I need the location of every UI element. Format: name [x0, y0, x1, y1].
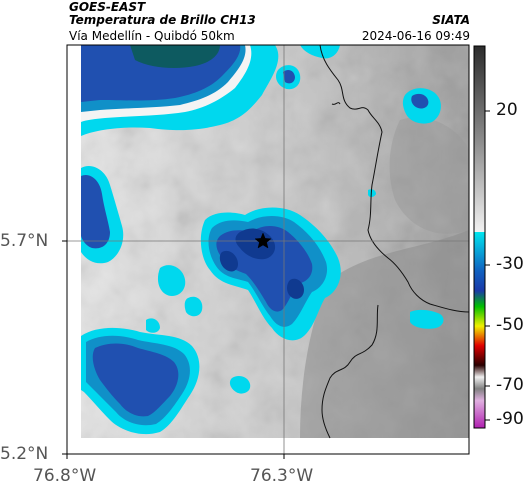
cloud-cluster-southwest [81, 318, 251, 435]
cloud-cluster-east [368, 88, 444, 329]
colorbar-label: 20 [496, 100, 518, 120]
satellite-name: GOES-EAST [69, 0, 146, 14]
cloud-cluster-northwest [81, 45, 340, 136]
star-icon [254, 232, 272, 249]
colorbar-label: -90 [496, 409, 524, 429]
border-line [321, 304, 379, 439]
region-subtitle: Vía Medellín - Quibdó 50km [69, 29, 235, 43]
lon-label-76-8: 76.8°W [33, 466, 97, 486]
colorbar-label: -50 [496, 315, 524, 335]
datetime-label: 2024-06-16 09:49 [361, 29, 470, 43]
plot-frame [66, 44, 470, 455]
organization-label: SIATA [432, 13, 470, 27]
cloud-cluster-west [81, 165, 203, 317]
border-line [331, 102, 341, 105]
product-title: Temperatura de Brillo CH13 [69, 13, 256, 27]
colorbar [473, 45, 490, 429]
lat-label-5-2: 5.2°N [0, 444, 49, 464]
imagery-layer [67, 45, 469, 454]
border-line [319, 45, 469, 313]
lat-label-5-7: 5.7°N [0, 231, 49, 251]
colorbar-label: -30 [496, 254, 524, 274]
colorbar-label: -70 [496, 375, 524, 395]
lon-label-76-3: 76.3°W [250, 466, 314, 486]
